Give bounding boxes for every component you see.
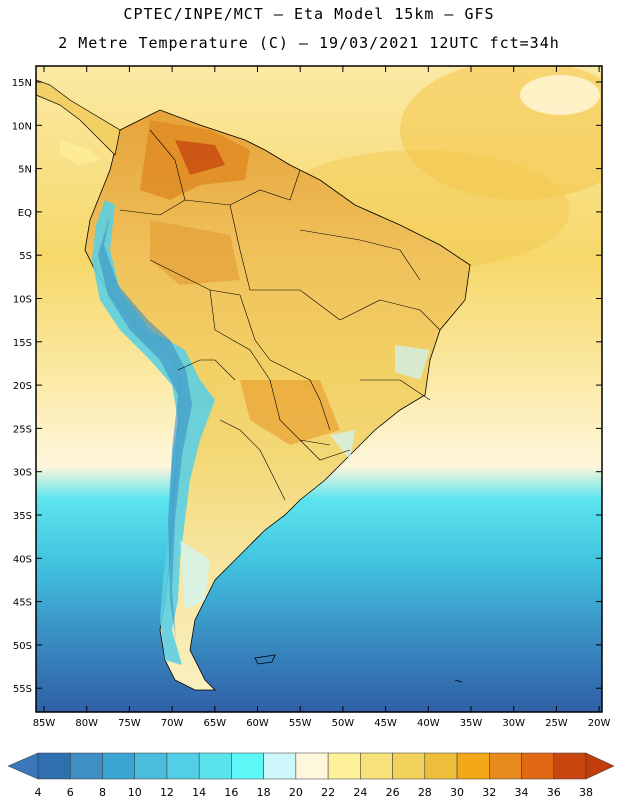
central-america-land: [36, 79, 121, 156]
colorbar-label: 32: [482, 786, 496, 799]
colorbar-swatch: [392, 752, 426, 780]
colorbar-label: 4: [35, 786, 42, 799]
lat-label: 40S: [13, 554, 32, 565]
lon-label: 70W: [161, 718, 184, 729]
map-field: [36, 66, 602, 712]
colorbar-swatch: [360, 752, 393, 780]
lon-label: 45W: [374, 718, 397, 729]
lon-label: 55W: [289, 718, 312, 729]
map-frame: [35, 65, 603, 713]
colorbar-label: 22: [321, 786, 335, 799]
map-subtitle: 2 Metre Temperature (C) – 19/03/2021 12U…: [58, 34, 560, 52]
colorbar-label: 10: [128, 786, 142, 799]
lat-label: 30S: [13, 468, 32, 479]
axis-ticks: [36, 66, 602, 712]
lat-label: 5N: [18, 165, 32, 176]
colorbar-low-arrow: [7, 752, 39, 780]
colorbar-label: 20: [289, 786, 303, 799]
lat-label: 25S: [13, 424, 32, 435]
colorbar-swatch: [198, 752, 232, 780]
colorbar-label: 36: [547, 786, 561, 799]
colorbar-swatch: [295, 752, 329, 780]
lon-label: 35W: [460, 718, 483, 729]
lon-label: 30W: [502, 718, 525, 729]
colorbar-swatch: [424, 752, 458, 780]
lon-label: 65W: [203, 718, 226, 729]
lat-label: 15S: [13, 338, 32, 349]
lat-label: 10N: [12, 121, 32, 132]
lon-label: 25W: [545, 718, 568, 729]
lon-label: 20W: [588, 718, 611, 729]
lat-label: EQ: [18, 208, 32, 219]
lat-label: 15N: [12, 78, 32, 89]
latitude-labels: 15N 10N 5N EQ 5S 10S 15S 20S 25S 30S 35S 40S 45S 50S 5…: [12, 78, 32, 695]
lon-label: 85W: [33, 718, 56, 729]
lat-label: 35S: [13, 511, 32, 522]
colorbar-swatch: [489, 752, 522, 780]
colorbar-swatch: [102, 752, 135, 780]
lon-label: 40W: [417, 718, 440, 729]
lon-label: 80W: [75, 718, 98, 729]
colorbar-swatch: [166, 752, 200, 780]
colorbar-swatch: [553, 752, 587, 780]
lat-label: 5S: [19, 251, 32, 262]
colorbar-label: 14: [192, 786, 206, 799]
colorbar-labels: 4 6 8 10 12 14 16 18 20 22 24 26 28 30 32 34 36 38: [35, 786, 594, 799]
colorbar-swatch: [231, 752, 264, 780]
colorbar-label: 18: [257, 786, 271, 799]
colorbar-swatch: [69, 752, 103, 780]
lat-label: 10S: [13, 295, 32, 306]
lat-label: 55S: [13, 684, 32, 695]
lat-label: 20S: [13, 381, 32, 392]
lat-label: 45S: [13, 598, 32, 609]
colorbar-label: 26: [386, 786, 400, 799]
lon-label: 75W: [118, 718, 141, 729]
colorbar: [7, 752, 615, 780]
colorbar-swatch: [327, 752, 361, 780]
lat-label: 50S: [13, 641, 32, 652]
colorbar-label: 28: [418, 786, 432, 799]
lon-label: 50W: [332, 718, 355, 729]
colorbar-swatch: [37, 752, 71, 780]
colorbar-high-arrow: [585, 752, 615, 780]
lon-label: 60W: [246, 718, 269, 729]
colorbar-label: 24: [353, 786, 367, 799]
map-title: CPTEC/INPE/MCT – Eta Model 15km – GFS: [123, 5, 495, 23]
colorbar-label: 30: [450, 786, 464, 799]
colorbar-label: 34: [515, 786, 529, 799]
longitude-labels: 85W 80W 75W 70W 65W 60W 55W 50W 45W 40W 35W 30W 25W 2…: [33, 718, 611, 729]
colorbar-swatch: [521, 752, 555, 780]
colorbar-label: 16: [224, 786, 238, 799]
colorbar-swatch: [456, 752, 490, 780]
colorbar-label: 6: [67, 786, 74, 799]
colorbar-swatch: [263, 752, 297, 780]
colorbar-label: 12: [160, 786, 174, 799]
country-borders: [119, 129, 441, 501]
colorbar-label: 38: [579, 786, 593, 799]
colorbar-label: 8: [99, 786, 106, 799]
colorbar-swatch: [134, 752, 168, 780]
